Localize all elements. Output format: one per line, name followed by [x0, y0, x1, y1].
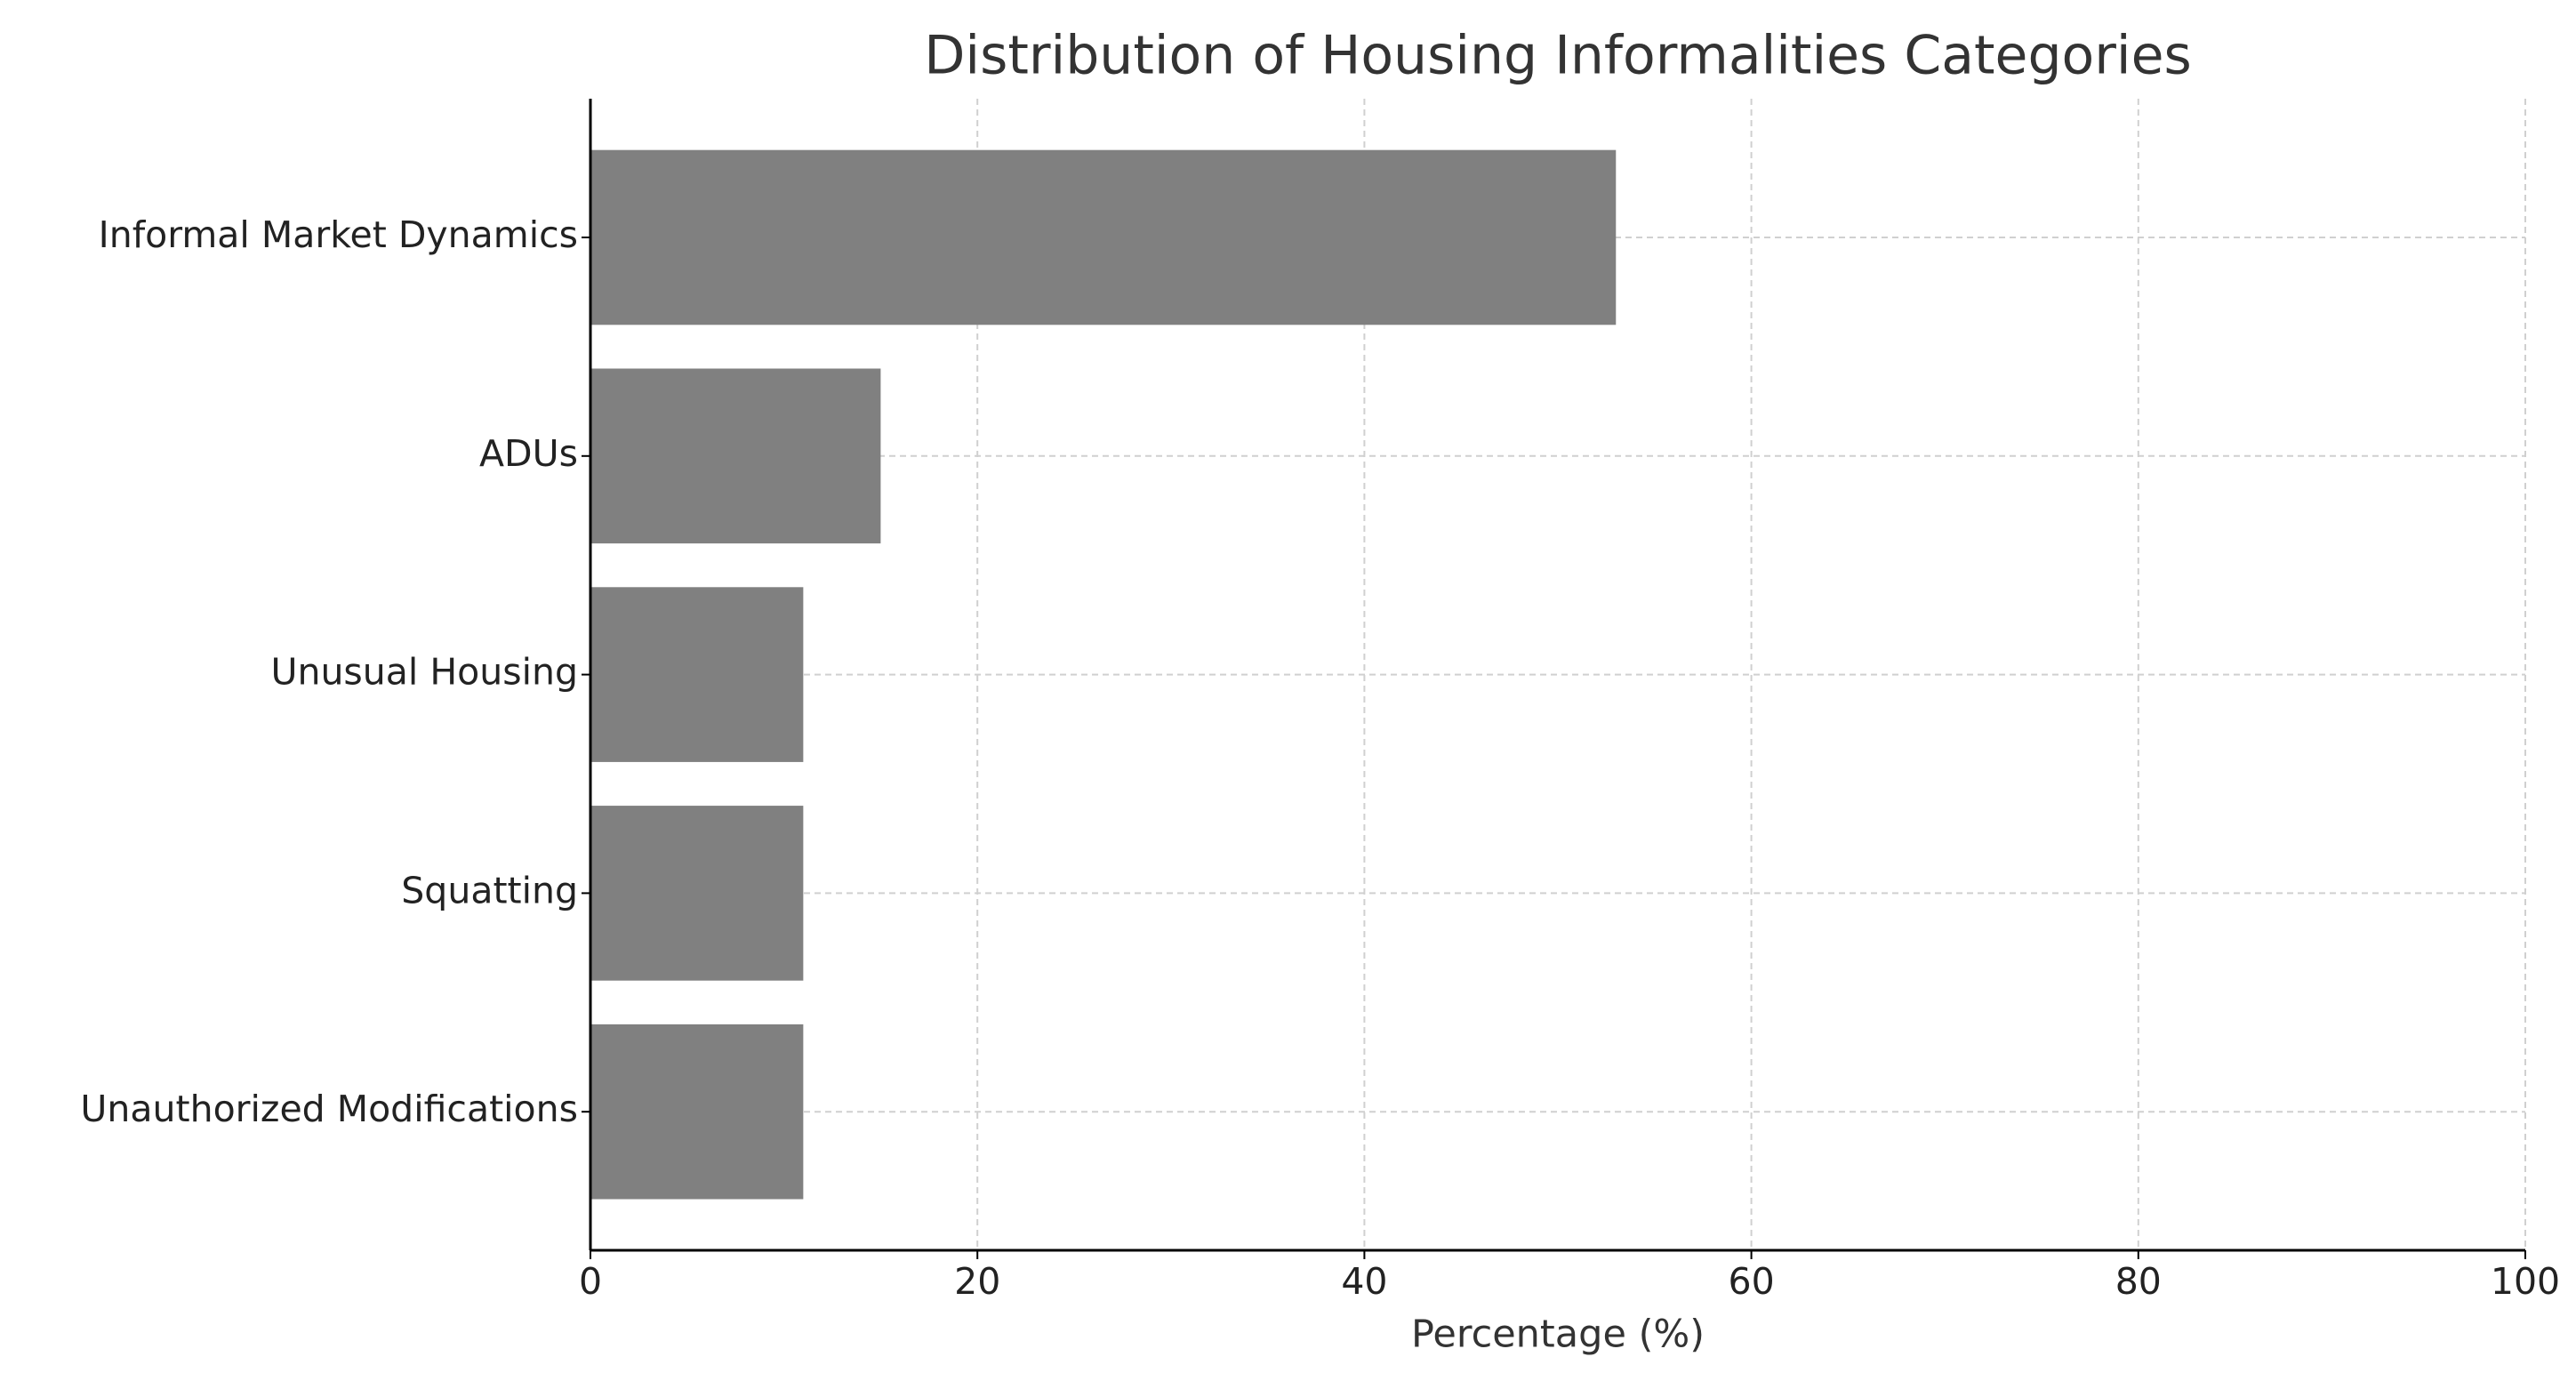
x-tick-label: 40	[1341, 1260, 1387, 1303]
bar	[590, 368, 881, 544]
y-tick-label: Unauthorized Modifications	[80, 1088, 578, 1130]
x-tick-label: 0	[579, 1260, 602, 1303]
x-axis-label: Percentage (%)	[1411, 1313, 1705, 1357]
bar	[590, 806, 804, 981]
bar	[590, 1024, 804, 1200]
y-tick-label: Squatting	[401, 869, 578, 911]
chart-title: Distribution of Housing Informalities Ca…	[924, 25, 2192, 87]
y-tick-label: Unusual Housing	[270, 651, 578, 694]
y-tick-label: ADUs	[479, 432, 578, 475]
x-tick-label: 20	[954, 1260, 1000, 1303]
bar	[590, 587, 804, 762]
bar	[590, 149, 1617, 325]
y-tick-label: Informal Market Dynamics	[99, 213, 578, 256]
x-tick-label: 100	[2491, 1260, 2560, 1303]
x-tick-label: 60	[1729, 1260, 1775, 1303]
x-tick-label: 80	[2115, 1260, 2162, 1303]
